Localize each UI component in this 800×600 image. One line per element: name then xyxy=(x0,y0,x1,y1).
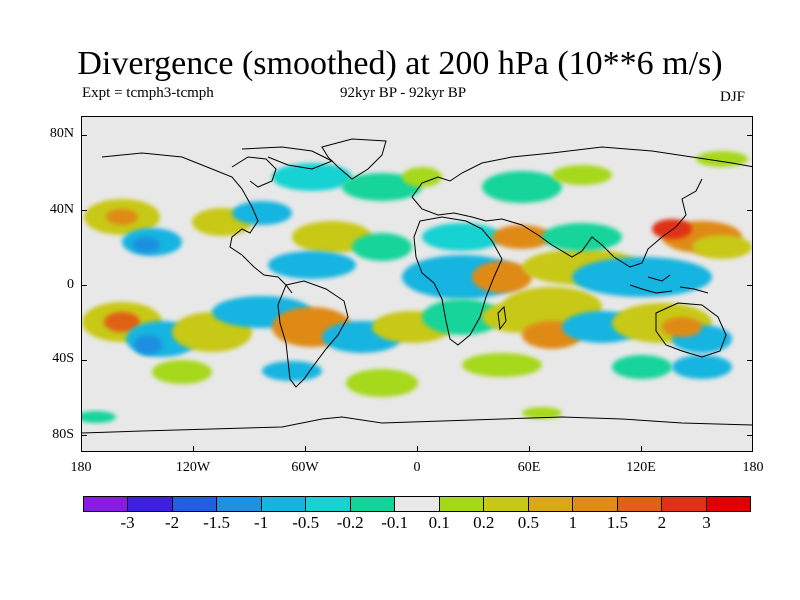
colorbar-cell xyxy=(439,497,485,511)
colorbar-cell xyxy=(617,497,663,511)
divergence-map xyxy=(81,116,753,452)
field-contour xyxy=(672,355,732,379)
colorbar-label: -1.5 xyxy=(203,513,231,532)
field-contour xyxy=(262,361,322,381)
plot-title: Divergence (smoothed) at 200 hPa (10**6 … xyxy=(77,45,723,82)
colorbar-cell xyxy=(261,497,307,511)
field-contour xyxy=(292,221,372,253)
colorbar-label: 3 xyxy=(702,513,711,532)
lat-label-40s: 40S xyxy=(52,351,74,366)
colorbar-label: 0.1 xyxy=(428,513,450,532)
field-contour xyxy=(612,355,672,379)
field-contour xyxy=(104,312,140,332)
colorbar-label: -0.1 xyxy=(381,513,409,532)
colorbar-cell xyxy=(172,497,218,511)
colorbar-label: -0.2 xyxy=(336,513,364,532)
colorbar-label: 1 xyxy=(568,513,578,532)
colorbar xyxy=(83,496,751,512)
lon-label-120w: 120W xyxy=(175,460,211,475)
field-contour xyxy=(346,369,418,397)
field-contour xyxy=(352,233,412,261)
colorbar-label: 0.2 xyxy=(473,513,495,532)
field-contour xyxy=(272,163,352,191)
field-contour xyxy=(472,261,532,293)
colorbar-cell xyxy=(395,497,440,511)
colorbar-cell xyxy=(350,497,396,511)
experiment-label: Expt = tcmph3-tcmph xyxy=(82,85,214,101)
field-contour xyxy=(652,219,692,239)
lat-label-80n: 80N xyxy=(49,126,74,141)
lon-label-60w: 60W xyxy=(291,460,319,475)
field-contour xyxy=(422,223,502,251)
lat-label-80s: 80S xyxy=(52,427,74,442)
lon-label-0: 0 xyxy=(413,460,421,475)
colorbar-cell xyxy=(84,497,129,511)
field-contour xyxy=(82,411,116,423)
field-contour xyxy=(268,251,356,279)
colorbar-cell xyxy=(662,497,707,511)
colorbar-label: 0.5 xyxy=(517,513,539,532)
field-contour xyxy=(492,225,552,249)
map-canvas xyxy=(82,117,752,451)
lon-label-180w: 180 xyxy=(70,460,92,475)
colorbar-cell xyxy=(573,497,618,511)
colorbar-cell xyxy=(528,497,574,511)
colorbar-cell xyxy=(306,497,351,511)
colorbar-label: -0.5 xyxy=(292,513,320,532)
colorbar-label: 2 xyxy=(657,513,667,532)
lon-label-180e: 180 xyxy=(742,460,764,475)
colorbar-cell xyxy=(217,497,262,511)
field-contour xyxy=(342,173,422,201)
lon-label-60e: 60E xyxy=(517,460,541,475)
colorbar-label: -3 xyxy=(120,513,135,532)
divergence-field xyxy=(82,151,752,423)
colorbar-cell xyxy=(484,497,529,511)
lon-label-120e: 120E xyxy=(626,460,656,475)
field-contour xyxy=(462,353,542,377)
colorbar-label: -2 xyxy=(164,513,180,532)
lat-label-eq: 0 xyxy=(67,277,74,292)
field-contour xyxy=(522,407,562,419)
field-contour xyxy=(542,223,622,251)
field-contour xyxy=(572,257,712,297)
colorbar-label: -1 xyxy=(254,513,269,532)
field-contour xyxy=(232,201,292,225)
field-contour xyxy=(134,335,162,355)
field-contour xyxy=(402,167,442,187)
lat-label-40n: 40N xyxy=(49,202,74,217)
field-contour xyxy=(482,171,562,203)
colorbar-cell xyxy=(706,497,751,511)
field-contour xyxy=(662,317,702,337)
colorbar-cell xyxy=(128,497,173,511)
field-contour xyxy=(106,209,138,225)
colorbar-label: 1.5 xyxy=(606,513,629,532)
period-label: 92kyr BP - 92kyr BP xyxy=(340,85,467,101)
field-contour xyxy=(422,299,502,335)
coastlines xyxy=(82,138,752,434)
field-contour xyxy=(696,151,748,167)
season-label: DJF xyxy=(720,89,746,105)
field-contour xyxy=(552,165,612,185)
field-contour xyxy=(132,237,160,253)
field-contour xyxy=(692,235,752,259)
field-contour xyxy=(152,360,212,384)
